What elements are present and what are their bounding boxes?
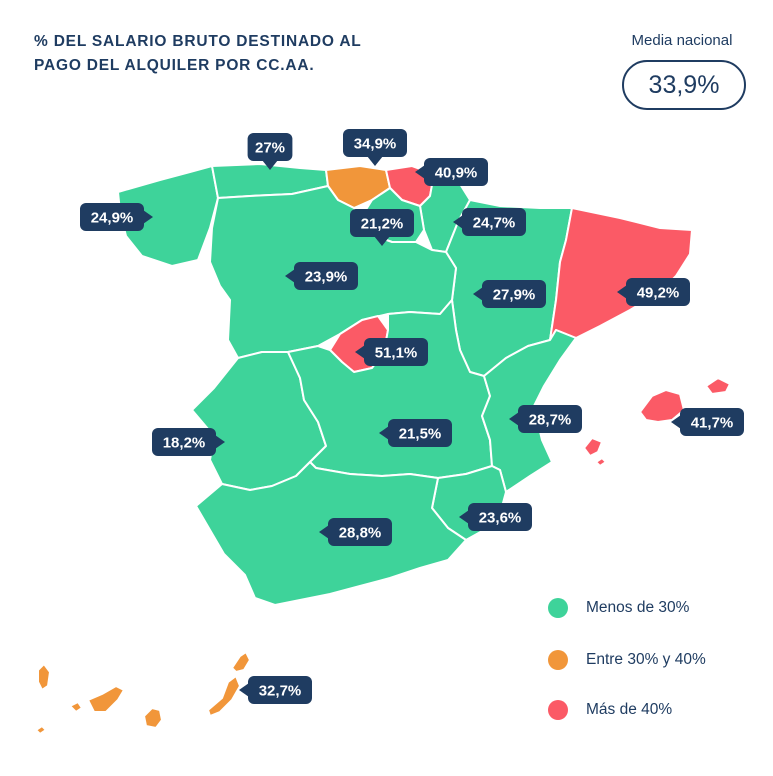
national-average-value: 33,9% <box>622 60 746 110</box>
value-label-box <box>248 676 312 704</box>
value-label-text: 28,7% <box>529 412 572 429</box>
region-canarias-hierro <box>35 725 47 735</box>
value-label-text: 24,7% <box>473 215 516 232</box>
value-label-text: 18,2% <box>163 435 206 452</box>
value-label-text: 32,7% <box>259 683 302 700</box>
value-label-castilla-y-leon: 23,9% <box>285 262 358 290</box>
value-label-aragon: 27,9% <box>473 280 546 308</box>
value-label-text: 27% <box>255 140 285 157</box>
title-line-1: % DEL SALARIO BRUTO DESTINADO AL <box>34 33 362 50</box>
region-canarias-tenerife <box>87 685 125 713</box>
value-label-text: 28,8% <box>339 525 382 542</box>
region-galicia <box>117 165 219 267</box>
value-label-box <box>152 428 216 456</box>
value-label-box <box>343 129 407 157</box>
value-labels-layer: 24,9% 27% 34,9% 40,9% 21,2% 24,7% 23,9% 27,9% 49… <box>80 129 744 704</box>
value-label-andalucia: 28,8% <box>319 518 392 546</box>
value-label-madrid: 51,1% <box>355 338 428 366</box>
value-label-text: 23,9% <box>305 269 348 286</box>
value-label-pointer <box>509 412 519 426</box>
value-label-baleares: 41,7% <box>671 408 744 436</box>
legend-swatch-green <box>548 598 568 618</box>
value-label-castilla-la-mancha: 21,5% <box>379 419 452 447</box>
value-label-text: 27,9% <box>493 287 536 304</box>
value-label-valencia: 28,7% <box>509 405 582 433</box>
value-label-box <box>424 158 488 186</box>
value-label-pointer <box>379 426 389 440</box>
value-label-box <box>364 338 428 366</box>
region-canarias-gomera <box>69 701 83 713</box>
value-label-text: 34,9% <box>354 136 397 153</box>
legend-label-green: Menos de 30% <box>586 599 690 616</box>
value-label-box <box>626 278 690 306</box>
value-label-pointer <box>617 285 627 299</box>
region-baleares-menorca <box>705 377 731 395</box>
value-label-text: 21,2% <box>361 216 404 233</box>
region-baleares-ibiza <box>583 437 603 457</box>
value-label-murcia: 23,6% <box>459 503 532 531</box>
legend-swatch-orange <box>548 650 568 670</box>
region-baleares-mallorca <box>639 389 685 423</box>
value-label-text: 49,2% <box>637 285 680 302</box>
value-label-text: 51,1% <box>375 345 418 362</box>
value-label-box <box>518 405 582 433</box>
value-label-extremadura: 18,2% <box>152 428 225 456</box>
region-baleares-formentera <box>595 457 607 467</box>
value-label-box <box>294 262 358 290</box>
value-label-pointer <box>453 215 463 229</box>
value-label-text: 41,7% <box>691 415 734 432</box>
region-canarias-fuerteventura <box>207 675 241 717</box>
value-label-pointer <box>367 156 383 166</box>
value-label-pointer <box>459 510 469 524</box>
value-label-pointer <box>671 415 681 429</box>
region-cataluna <box>549 207 693 341</box>
value-label-pointer <box>355 345 365 359</box>
value-label-box <box>80 203 144 231</box>
value-label-box <box>328 518 392 546</box>
value-label-pointer <box>374 236 390 246</box>
value-label-pointer <box>239 683 249 697</box>
region-canarias-la-palma <box>37 663 51 691</box>
value-label-box <box>482 280 546 308</box>
value-label-text: 40,9% <box>435 165 478 182</box>
value-label-text: 24,9% <box>91 210 134 227</box>
region-canarias-lanzarote <box>231 651 251 673</box>
value-label-pointer <box>143 210 153 224</box>
value-label-canarias: 32,7% <box>239 676 312 704</box>
value-label-cantabria: 34,9% <box>343 129 407 166</box>
title-line-2: PAGO DEL ALQUILER POR CC.AA. <box>34 57 315 74</box>
value-label-pointer <box>215 435 225 449</box>
value-label-galicia: 24,9% <box>80 203 153 231</box>
value-label-box <box>680 408 744 436</box>
value-label-cataluna: 49,2% <box>617 278 690 306</box>
legend-swatch-red <box>548 700 568 720</box>
value-label-pais-vasco: 40,9% <box>415 158 488 186</box>
value-label-box <box>462 208 526 236</box>
value-label-box <box>350 209 414 237</box>
value-label-pointer <box>473 287 483 301</box>
regions-layer <box>35 163 731 735</box>
value-label-pointer <box>415 165 425 179</box>
legend-label-red: Más de 40% <box>586 701 673 718</box>
value-label-la-rioja: 21,2% <box>350 209 414 246</box>
value-label-box <box>388 419 452 447</box>
value-label-pointer <box>319 525 329 539</box>
value-label-text: 21,5% <box>399 426 442 443</box>
value-label-box <box>468 503 532 531</box>
chart-title: % DEL SALARIO BRUTO DESTINADO AL PAGO DE… <box>34 30 434 78</box>
value-label-text: 23,6% <box>479 510 522 527</box>
value-label-pointer <box>262 160 278 170</box>
value-label-asturias: 27% <box>247 133 293 170</box>
value-label-box <box>247 133 293 161</box>
national-average-label: Media nacional <box>631 32 733 49</box>
value-label-pointer <box>285 269 295 283</box>
region-canarias-gran-canaria <box>143 707 163 729</box>
legend-label-orange: Entre 30% y 40% <box>586 651 706 668</box>
value-label-navarra: 24,7% <box>453 208 526 236</box>
